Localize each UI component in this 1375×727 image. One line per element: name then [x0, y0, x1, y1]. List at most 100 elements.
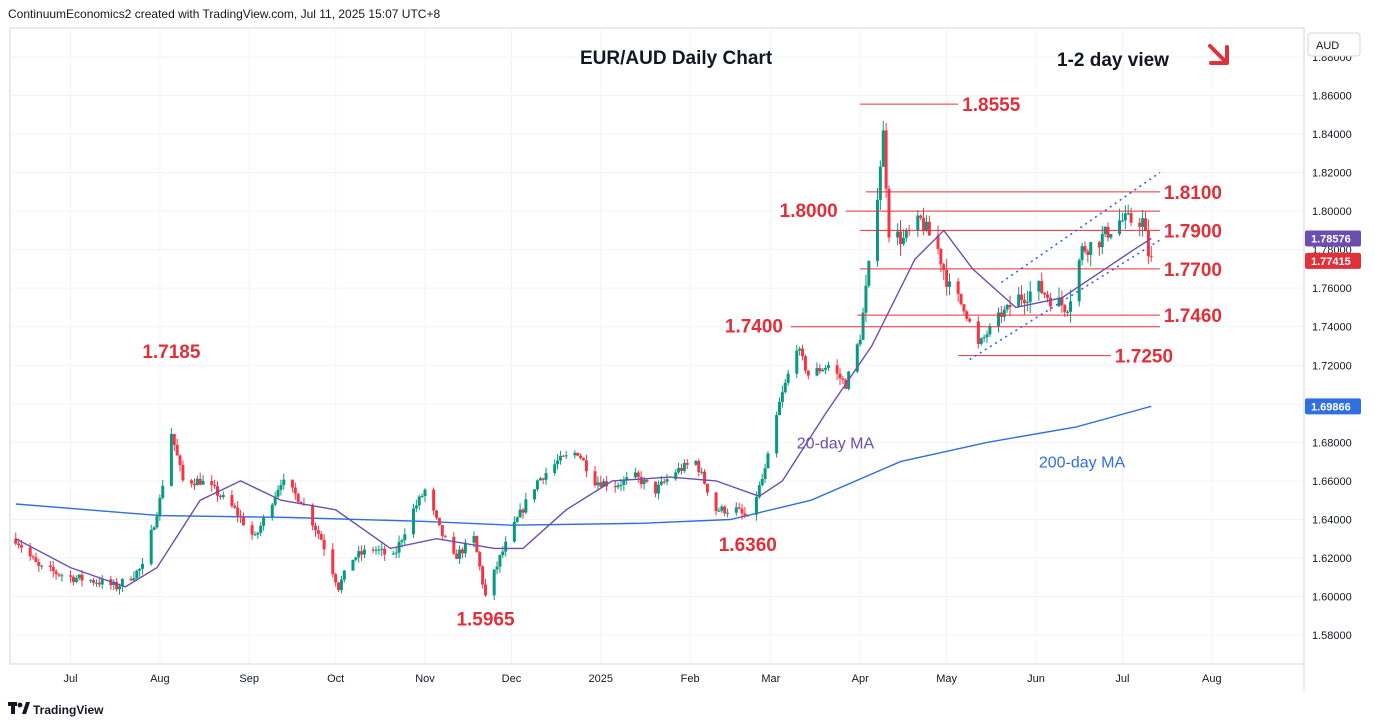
- price-tag-bg-0: [1305, 230, 1361, 247]
- level-label-1: 1.8100: [1164, 183, 1222, 204]
- candle-body-68: [290, 479, 294, 488]
- candle-body-264: [1080, 246, 1084, 261]
- candle-body-159: [656, 484, 660, 494]
- candle-body-76: [319, 533, 323, 540]
- candle-body-119: [495, 566, 499, 570]
- candle-body-153: [633, 472, 637, 478]
- view-label: 1-2 day view: [1057, 50, 1169, 71]
- candle-body-67: [282, 479, 286, 486]
- currency-box[interactable]: AUD: [1307, 32, 1361, 57]
- candle-body-113: [472, 536, 476, 543]
- candle-body-182: [746, 514, 750, 517]
- price-axis[interactable]: 1.880001.860001.840001.820001.800001.780…: [1312, 52, 1352, 642]
- candle-body-239: [979, 338, 983, 344]
- candle-body-110: [458, 549, 462, 559]
- candle-body-279: [1141, 218, 1145, 227]
- candle-body-208: [855, 344, 859, 372]
- candle-body-238: [976, 321, 980, 344]
- candle-body-102: [423, 489, 427, 496]
- candle-body-99: [414, 505, 418, 509]
- candle-body-104: [435, 510, 439, 518]
- candle-body-10: [54, 571, 58, 575]
- y-tick-label-15: 1.58000: [1312, 630, 1352, 642]
- candle-body-211: [864, 285, 868, 313]
- candle-body-124: [515, 517, 519, 522]
- down-right-arrow-icon: [1208, 44, 1229, 65]
- candle-body-74: [313, 525, 317, 531]
- candle-body-274: [1120, 220, 1124, 222]
- candle-body-89: [374, 549, 378, 551]
- candle-body-5: [34, 557, 38, 563]
- candle-body-2: [20, 545, 24, 548]
- candle-body-62: [262, 516, 266, 526]
- time-axis[interactable]: Jul Aug Sep Oct Nov Dec 2025 Feb Mar Apr May Jun Jul…: [63, 673, 1221, 685]
- level-label-2: 1.8000: [780, 201, 838, 222]
- candle-body-36: [158, 497, 162, 517]
- candle-body-172: [705, 483, 709, 493]
- channel-upper-line: [1000, 171, 1161, 284]
- candle-body-192: [786, 373, 790, 383]
- ma-label-1: 200-day MA: [1039, 455, 1126, 472]
- candle-body-48: [210, 481, 214, 485]
- candle-body-225: [922, 217, 926, 232]
- x-tick-label-10: May: [936, 673, 957, 685]
- candle-body-46: [198, 478, 202, 485]
- currency-box-frame: [1307, 32, 1361, 57]
- candle-body-185: [760, 478, 764, 486]
- candle-body-168: [694, 460, 698, 465]
- candle-body-161: [662, 481, 666, 483]
- candle-body-116: [481, 566, 485, 585]
- y-tick-label-6: 1.76000: [1312, 283, 1352, 295]
- candle-body-260: [1063, 305, 1067, 313]
- candle-body-253: [1037, 280, 1041, 292]
- candle-body-109: [455, 553, 459, 559]
- plot-area[interactable]: 1.8555 1.8100 1.8000 1.7900 1.7700 1.7460 1.74…: [9, 27, 1305, 665]
- candle-body-79: [334, 574, 338, 583]
- candle-body-235: [962, 304, 966, 312]
- x-tick-label-8: Mar: [761, 673, 780, 685]
- candle-body-230: [942, 264, 946, 271]
- y-tick-label-4: 1.80000: [1312, 206, 1352, 218]
- candle-body-141: [582, 458, 586, 461]
- candle-body-173: [714, 492, 718, 512]
- channel-lower-line: [969, 239, 1161, 361]
- price-tags: 1.78576 1.77415 1.69866: [1305, 230, 1361, 415]
- candle-body-170: [700, 471, 704, 473]
- y-tick-label-13: 1.62000: [1312, 553, 1352, 565]
- level-label-0: 1.8555: [962, 95, 1021, 116]
- candle-body-29: [132, 578, 136, 581]
- candle-body-138: [573, 452, 577, 456]
- candle-body-56: [239, 515, 243, 517]
- candle-body-32: [141, 563, 145, 569]
- candle-body-61: [259, 525, 263, 533]
- candle-body-276: [1126, 213, 1130, 215]
- candle-body-53: [230, 495, 234, 506]
- candle-body-195: [801, 348, 805, 357]
- candle-body-66: [279, 485, 283, 490]
- candle-body-200: [821, 369, 825, 372]
- candle-body-256: [1046, 294, 1050, 298]
- level-label-3: 1.7900: [1164, 221, 1222, 242]
- candle-body-100: [417, 496, 421, 506]
- candle-body-166: [682, 462, 686, 471]
- candle-body-127: [524, 499, 528, 513]
- candle-body-136: [561, 455, 565, 457]
- x-tick-label-5: Dec: [502, 673, 522, 685]
- tradingview-logo[interactable]: TradingView: [8, 702, 104, 717]
- candle-body-254: [1040, 280, 1044, 293]
- candle-body-4: [31, 556, 35, 558]
- candle-body-162: [665, 479, 669, 482]
- candle-body-20: [94, 582, 98, 584]
- candle-body-63: [270, 504, 274, 517]
- candle-body-59: [253, 534, 257, 536]
- candle-body-157: [645, 479, 649, 482]
- x-tick-label-9: Apr: [852, 673, 869, 685]
- candle-body-132: [544, 472, 548, 480]
- candle-body-117: [484, 584, 488, 596]
- candle-body-247: [1008, 305, 1012, 308]
- candle-body-156: [642, 479, 646, 485]
- level-label-6: 1.7400: [725, 317, 783, 338]
- candle-body-129: [535, 480, 539, 490]
- candle-body-139: [576, 452, 580, 456]
